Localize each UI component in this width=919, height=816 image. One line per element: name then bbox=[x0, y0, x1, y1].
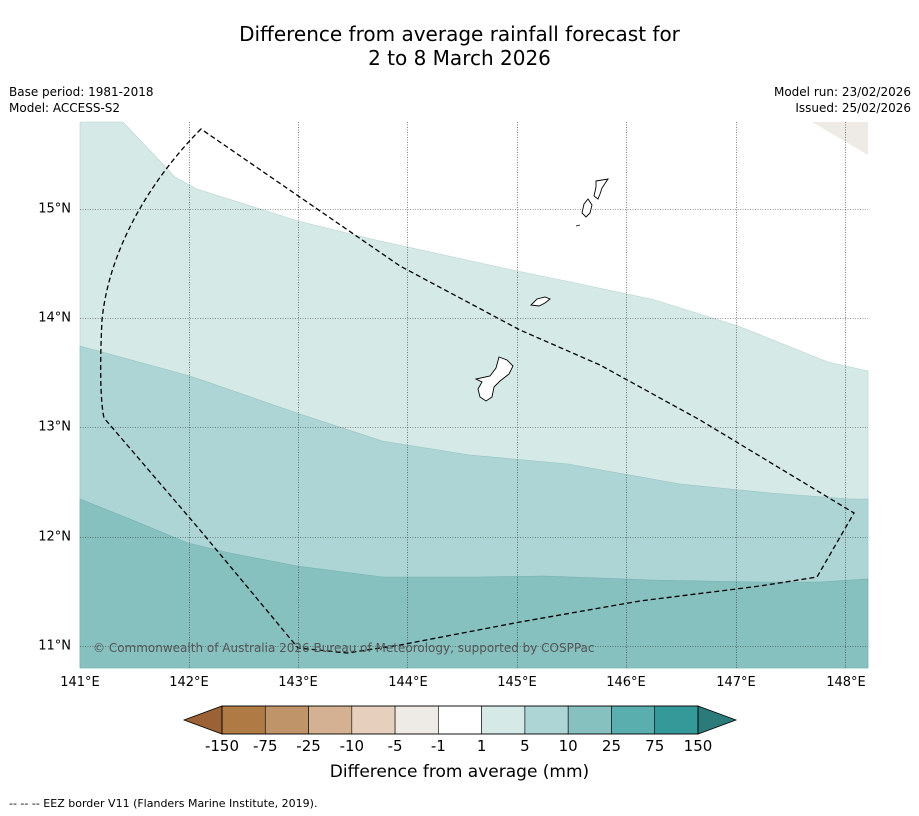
rota-island bbox=[530, 296, 551, 307]
chart-title: Difference from average rainfall forecas… bbox=[0, 22, 919, 70]
colorbar-cells bbox=[221, 705, 699, 735]
model-name: Model: ACCESS-S2 bbox=[9, 101, 121, 115]
colorbar-tick-label: 25 bbox=[601, 737, 621, 755]
copyright-text: © Commonwealth of Australia 2026 Bureau … bbox=[93, 641, 595, 655]
saipan-island bbox=[593, 178, 609, 200]
y-tick-label: 12°N bbox=[38, 529, 71, 545]
colorbar-tick-label: -5 bbox=[387, 737, 403, 755]
islands bbox=[474, 178, 609, 402]
colorbar-cell bbox=[654, 705, 699, 735]
colorbar-tick-label: -10 bbox=[339, 737, 365, 755]
band-neg5-to-neg1 bbox=[812, 122, 868, 155]
meta-right: Model run: 23/02/2026 Issued: 25/02/2026 bbox=[774, 84, 911, 116]
x-tick-label: 146°E bbox=[606, 675, 646, 690]
eez-footnote: -- -- -- EEZ border V11 (Flanders Marine… bbox=[9, 797, 318, 810]
y-tick-label: 13°N bbox=[38, 419, 71, 435]
x-tick-label: 148°E bbox=[826, 675, 866, 690]
x-tick-label: 143°E bbox=[278, 675, 318, 690]
y-tick-label: 11°N bbox=[38, 638, 71, 654]
colorbar-cell bbox=[438, 705, 482, 735]
colorbar-tick-label: 150 bbox=[683, 737, 713, 755]
title-line-1: Difference from average rainfall forecas… bbox=[239, 22, 680, 46]
colorbar-cell bbox=[264, 705, 309, 735]
colorbar-cell bbox=[394, 705, 439, 735]
colorbar-tick-label: 5 bbox=[520, 737, 530, 755]
base-period: Base period: 1981-2018 bbox=[9, 85, 154, 99]
colorbar-outline bbox=[221, 705, 699, 735]
aguijan-island bbox=[575, 224, 581, 227]
colorbar-tick-label: 1 bbox=[476, 737, 487, 755]
colorbar-tick-label: 75 bbox=[645, 737, 665, 755]
eez-border bbox=[100, 128, 855, 654]
colorbar-cell bbox=[567, 705, 612, 735]
colorbar-tick-label: 10 bbox=[558, 737, 578, 755]
model-run: Model run: 23/02/2026 bbox=[773, 85, 911, 99]
colorbar-tick-label: -75 bbox=[253, 737, 278, 755]
colorbar-cell bbox=[308, 705, 353, 735]
guam-island bbox=[474, 356, 514, 402]
colorbar bbox=[182, 705, 738, 735]
x-tick-label: 141°E bbox=[60, 675, 100, 690]
colorbar-cell bbox=[351, 705, 396, 735]
y-tick-label: 14°N bbox=[38, 310, 71, 326]
title-line-2: 2 to 8 March 2026 bbox=[368, 46, 551, 70]
tinian-island bbox=[581, 198, 593, 218]
x-tick-label: 144°E bbox=[388, 675, 428, 690]
gridlines bbox=[80, 122, 868, 668]
x-tick-label: 147°E bbox=[716, 675, 756, 690]
colorbar-tick-label: -150 bbox=[204, 737, 240, 755]
x-tick-label: 145°E bbox=[497, 675, 537, 690]
colorbar-cell bbox=[524, 705, 569, 735]
meta-left: Base period: 1981-2018 Model: ACCESS-S2 bbox=[9, 84, 154, 116]
colorbar-over-arrow bbox=[697, 705, 738, 735]
band-10-to-25 bbox=[79, 498, 869, 669]
colorbar-cell bbox=[221, 705, 266, 735]
colorbar-tick-label: -1 bbox=[430, 737, 446, 755]
colorbar-under-arrow bbox=[182, 705, 223, 735]
x-tick-label: 142°E bbox=[169, 675, 209, 690]
colorbar-tick-label: -25 bbox=[296, 737, 321, 755]
issued-date: Issued: 25/02/2026 bbox=[795, 101, 911, 115]
colorbar-cell bbox=[611, 705, 656, 735]
y-tick-label: 15°N bbox=[38, 201, 71, 217]
colorbar-title: Difference from average (mm) bbox=[329, 762, 590, 782]
colorbar-cell bbox=[481, 705, 526, 735]
